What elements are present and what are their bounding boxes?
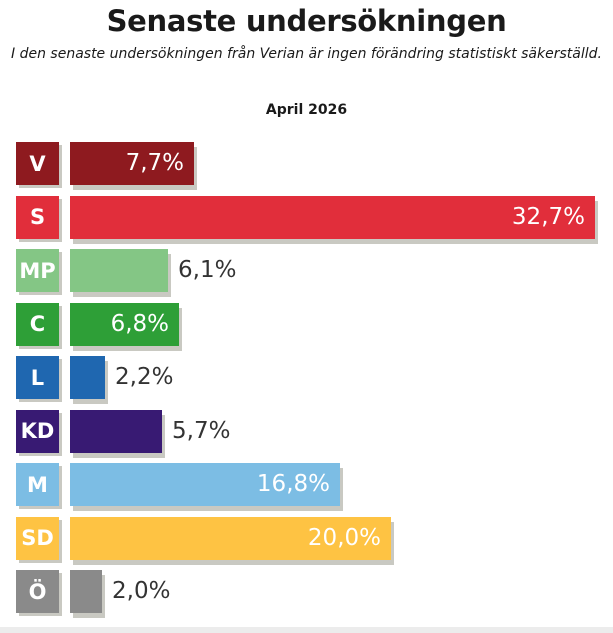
party-badge-mp: MP [16,249,59,292]
value-label: 32,7% [511,203,585,230]
value-label: 20,0% [307,524,381,551]
value-label: 16,8% [256,471,330,497]
bar-ö [70,570,102,613]
party-badge-l: L [16,356,59,399]
bar-row-m: M 16,8% [0,463,613,511]
value-label: 7,7% [125,150,184,176]
party-label: C [29,312,46,336]
bar-kd [70,409,162,453]
bar-row-l: L 2,2% [0,356,613,404]
bottom-divider [0,627,613,633]
party-label: V [29,151,46,176]
party-label: M [27,472,48,497]
value-label: 2,2% [115,364,174,390]
bar-m [70,463,340,506]
party-label: S [29,205,46,229]
bar-row-ö: Ö 2,0% [0,570,613,618]
bar-l [70,356,105,399]
party-label: L [30,365,45,390]
party-badge-ö: Ö [16,570,59,613]
bar-row-c: C 6,8% [0,302,613,351]
bar-c [70,302,179,346]
bar-row-kd: KD 5,7% [0,409,613,458]
value-label: 5,7% [172,417,231,444]
value-label: 2,0% [112,578,171,604]
party-badge-c: C [16,302,59,346]
party-label: MP [19,258,56,283]
party-label: SD [21,526,54,550]
party-badge-m: M [16,463,59,506]
chart-title: Senaste undersökningen [106,4,507,38]
bar-row-s: S 32,7% [0,195,613,244]
party-label: Ö [28,579,47,604]
party-badge-sd: SD [16,516,59,560]
chart-subtitle: I den senaste undersökningen från Verian… [11,46,602,62]
value-label: 6,8% [110,310,169,337]
party-badge-v: V [16,142,59,185]
period-label: April 2026 [265,102,348,118]
bar-mp [70,249,168,292]
party-badge-kd: KD [16,409,59,453]
value-label: 6,1% [178,257,237,283]
bar-row-sd: SD 20,0% [0,516,613,565]
bar-v [70,142,194,185]
party-label: KD [20,419,55,443]
bar-row-mp: MP 6,1% [0,249,613,297]
bar-s [70,195,595,239]
party-badge-s: S [16,195,59,239]
bar-sd [70,516,391,560]
bar-row-v: V 7,7% [0,142,613,190]
